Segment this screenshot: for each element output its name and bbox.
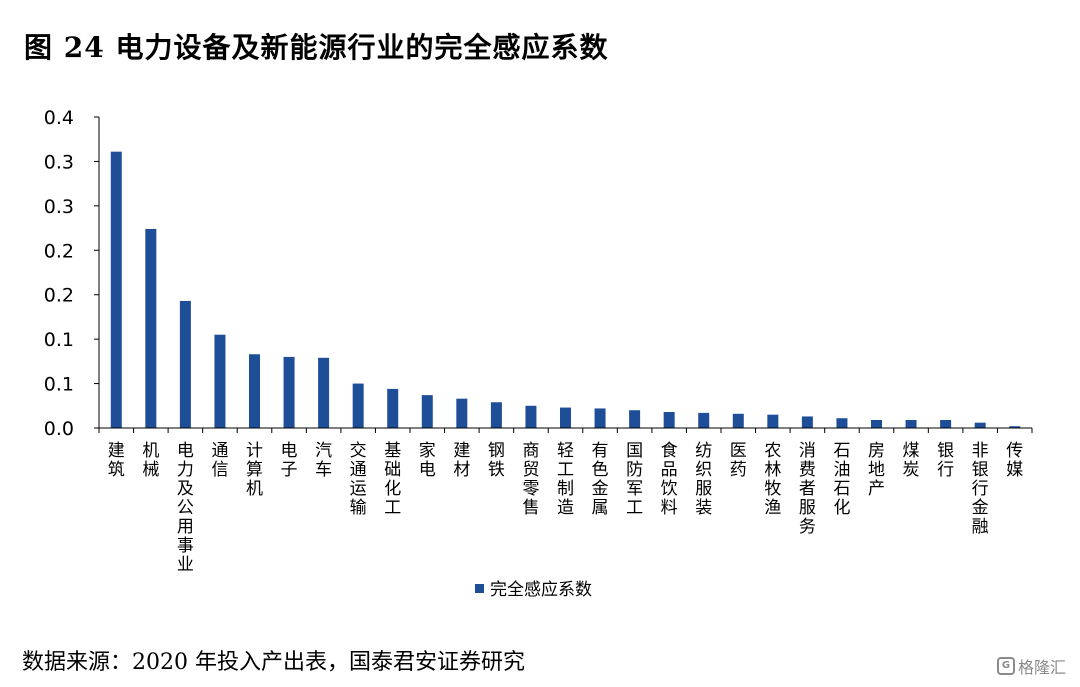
bar bbox=[318, 357, 330, 428]
x-tick-label: 传媒 bbox=[1006, 441, 1023, 480]
x-tick-label: 家电 bbox=[419, 441, 436, 480]
x-tick-label: 电子 bbox=[281, 441, 298, 480]
watermark: G 格隆汇 bbox=[996, 654, 1066, 678]
x-tick-label: 银行 bbox=[937, 441, 954, 480]
bar bbox=[387, 388, 399, 428]
bar bbox=[871, 420, 882, 428]
bar bbox=[836, 418, 848, 428]
bar bbox=[179, 300, 191, 428]
x-tick-label: 计算机 bbox=[246, 441, 263, 499]
bar bbox=[283, 356, 295, 428]
y-tick-label: 0.1 bbox=[44, 329, 74, 351]
x-tick-label: 医药 bbox=[730, 441, 747, 480]
bar bbox=[110, 151, 122, 428]
bar bbox=[456, 398, 468, 428]
y-tick-label: 0.3 bbox=[44, 151, 74, 173]
x-tick-label: 轻工制造 bbox=[557, 441, 574, 518]
chart-title: 图 24 电力设备及新能源行业的完全感应系数 bbox=[24, 31, 609, 64]
bar bbox=[698, 412, 710, 428]
y-tick-label: 0.4 bbox=[44, 107, 74, 129]
bar bbox=[1009, 426, 1021, 428]
watermark-text: 格隆汇 bbox=[1017, 658, 1066, 677]
x-tick-label: 基础化工 bbox=[384, 441, 401, 518]
y-tick-label: 0.2 bbox=[44, 285, 74, 307]
legend: 完全感应系数 bbox=[475, 580, 592, 600]
bar bbox=[145, 228, 157, 428]
x-tick-label: 汽车 bbox=[315, 441, 332, 480]
bar bbox=[801, 416, 813, 428]
bar bbox=[905, 420, 917, 428]
bar bbox=[421, 395, 433, 428]
x-tick-label: 机械 bbox=[142, 441, 159, 480]
x-tick-label: 电力及公用事业 bbox=[177, 441, 194, 575]
y-tick-label: 0.0 bbox=[44, 418, 74, 440]
x-tick-label: 纺织服装 bbox=[695, 441, 712, 518]
data-source: 数据来源：2020 年投入产出表，国泰君安证券研究 bbox=[22, 650, 525, 675]
x-tick-label: 商贸零售 bbox=[522, 441, 539, 518]
bar bbox=[214, 334, 226, 428]
x-tick-label: 国防军工 bbox=[626, 441, 643, 518]
bar bbox=[594, 408, 606, 428]
x-tick-label: 农林牧渔 bbox=[764, 441, 781, 518]
bar bbox=[767, 414, 779, 428]
bar bbox=[663, 412, 675, 428]
y-axis: 0.0 0.1 0.1 0.2 0.2 0.3 0.3 0.4 bbox=[44, 107, 100, 440]
bar bbox=[490, 402, 502, 428]
x-tick-label: 非银行金融 bbox=[972, 441, 989, 537]
x-tick-label: 房地产 bbox=[868, 441, 885, 499]
watermark-logo-icon: G bbox=[996, 657, 1015, 675]
x-tick-label: 通信 bbox=[211, 441, 228, 480]
y-tick-label: 0.2 bbox=[44, 240, 74, 262]
bar bbox=[940, 420, 952, 428]
bar bbox=[732, 413, 744, 428]
bars bbox=[110, 151, 1021, 428]
bar bbox=[249, 354, 260, 428]
x-tick-label: 食品饮料 bbox=[661, 441, 678, 518]
bar bbox=[974, 422, 986, 428]
legend-swatch bbox=[475, 584, 484, 593]
y-tick-label: 0.1 bbox=[44, 374, 74, 396]
x-tick-label: 交通运输 bbox=[350, 441, 367, 518]
legend-label: 完全感应系数 bbox=[490, 580, 592, 600]
bar bbox=[629, 410, 641, 428]
x-tick-label: 建材 bbox=[453, 441, 470, 480]
x-tick-label: 有色金属 bbox=[592, 441, 609, 518]
bar bbox=[352, 383, 364, 428]
x-tick-label: 建筑 bbox=[108, 441, 125, 480]
bar bbox=[560, 407, 571, 428]
x-tick-label: 钢铁 bbox=[488, 441, 505, 480]
x-tick-label: 消费者服务 bbox=[799, 441, 816, 537]
x-tick-label: 煤炭 bbox=[903, 441, 920, 480]
y-tick-label: 0.3 bbox=[44, 196, 74, 218]
x-tick-label: 石油石化 bbox=[833, 441, 850, 518]
bar bbox=[525, 405, 537, 428]
